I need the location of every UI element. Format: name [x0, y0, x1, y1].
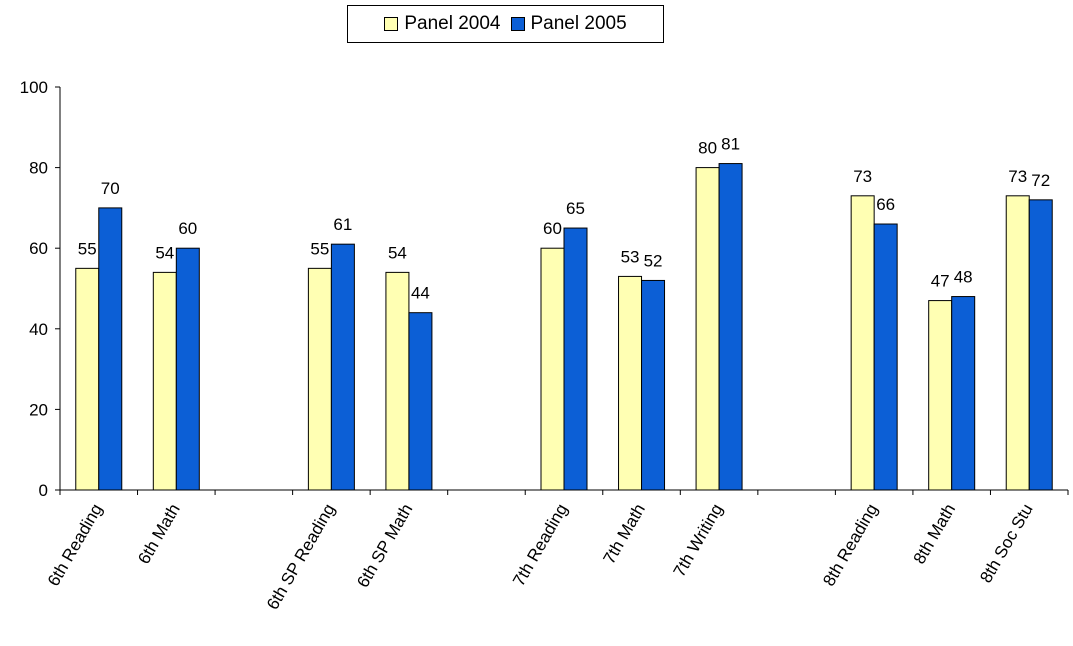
y-tick-label: 100 — [20, 78, 48, 97]
data-label: 55 — [310, 239, 329, 258]
category-label: 6th SP Math — [353, 501, 416, 591]
data-label: 81 — [721, 135, 740, 154]
category-label: 7th Reading — [509, 501, 571, 590]
data-label: 80 — [698, 139, 717, 158]
bar — [850, 195, 875, 491]
bar — [695, 167, 720, 491]
data-label: 44 — [411, 284, 430, 303]
bar — [1005, 195, 1030, 491]
bar — [307, 267, 332, 491]
bar — [563, 227, 588, 491]
data-label: 73 — [1008, 167, 1027, 186]
category-label: 8th Soc Stu — [976, 501, 1036, 587]
category-label: 8th Math — [910, 501, 960, 568]
y-tick-label: 20 — [29, 400, 48, 419]
data-label: 52 — [644, 251, 663, 270]
data-label: 73 — [853, 167, 872, 186]
y-tick-label: 60 — [29, 239, 48, 258]
data-label: 47 — [931, 272, 950, 291]
legend-label-panel-2004: Panel 2004 — [404, 13, 501, 34]
legend-swatch-panel-2005 — [510, 17, 525, 31]
data-label: 65 — [566, 199, 585, 218]
data-label: 60 — [543, 219, 562, 238]
legend-swatch-panel-2004 — [384, 17, 399, 31]
bar — [385, 271, 410, 491]
y-tick-label: 40 — [29, 320, 48, 339]
bar — [718, 163, 743, 491]
bar — [98, 207, 123, 491]
data-label: 54 — [388, 243, 407, 262]
bar — [408, 312, 433, 491]
data-label: 53 — [621, 247, 640, 266]
data-label: 66 — [876, 195, 895, 214]
legend-item-panel-2005: Panel 2005 — [510, 13, 627, 35]
category-label: 8th Reading — [819, 501, 881, 590]
bar — [641, 279, 666, 491]
data-label: 70 — [101, 179, 120, 198]
bar — [330, 243, 355, 491]
category-label: 6th Math — [134, 501, 184, 568]
y-tick-label: 0 — [39, 481, 48, 500]
legend-label-panel-2005: Panel 2005 — [530, 13, 627, 34]
legend-item-panel-2004: Panel 2004 — [384, 13, 501, 35]
category-label: 7th Math — [599, 501, 649, 568]
bar — [928, 300, 953, 491]
bar — [152, 271, 177, 491]
y-tick-label: 80 — [29, 159, 48, 178]
legend: Panel 2004 Panel 2005 — [347, 5, 664, 43]
data-label: 55 — [78, 239, 97, 258]
bar — [175, 247, 200, 491]
category-label: 6th Reading — [44, 501, 106, 590]
bar — [1028, 199, 1053, 491]
category-label: 7th Writing — [670, 501, 727, 581]
bar — [540, 247, 565, 491]
data-label: 61 — [333, 215, 352, 234]
bar — [951, 296, 976, 491]
data-label: 72 — [1031, 171, 1050, 190]
bar — [873, 223, 898, 491]
bar — [75, 267, 100, 491]
category-label: 6th SP Reading — [263, 501, 339, 613]
bar — [618, 275, 643, 491]
data-label: 60 — [178, 219, 197, 238]
data-label: 54 — [155, 243, 174, 262]
data-label: 48 — [954, 268, 973, 287]
